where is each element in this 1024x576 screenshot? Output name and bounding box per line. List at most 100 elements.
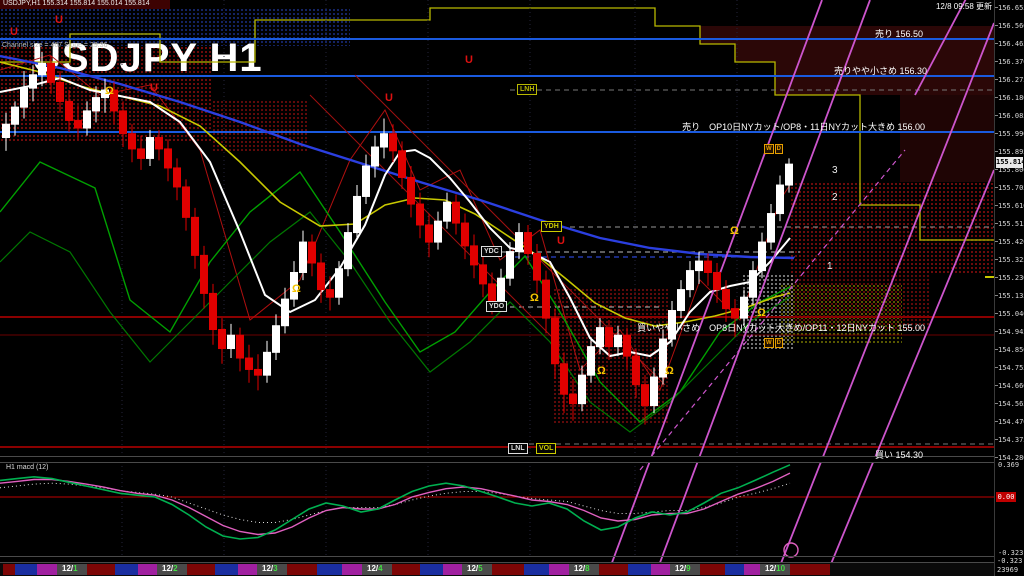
weekly-pivot-tag: W <box>764 144 774 154</box>
session-level-label[interactable]: LNL <box>508 443 528 454</box>
axis-tick-mark <box>995 277 998 278</box>
bull-candle <box>443 201 451 222</box>
wave-count-label[interactable]: 3 <box>832 165 838 176</box>
session-color-segment <box>392 564 420 575</box>
price-tick-label: 155.705 <box>998 184 1024 192</box>
bear-candle <box>326 289 334 298</box>
date-axis-label[interactable]: 12/5 <box>467 564 483 573</box>
axis-tick-mark <box>995 187 998 188</box>
session-level-label[interactable]: LNH <box>517 84 538 95</box>
macd-indicator-label: H1 macd (12) <box>6 464 49 471</box>
session-level-label[interactable]: YDH <box>541 221 562 232</box>
bear-candle <box>389 133 397 152</box>
price-tick-label: 156.560 <box>998 22 1024 30</box>
bear-candle <box>722 289 730 310</box>
wave-count-label[interactable]: 2 <box>832 192 838 203</box>
session-color-segment <box>3 564 15 575</box>
date-axis-label[interactable]: 12/3 <box>262 564 278 573</box>
price-tick-label: 156.085 <box>998 112 1024 120</box>
price-tick-label: 155.230 <box>998 274 1024 282</box>
session-color-segment <box>599 564 628 575</box>
price-tick-label: 155.990 <box>998 130 1024 138</box>
axis-tick-mark <box>995 25 998 26</box>
chart-canvas[interactable] <box>0 0 994 576</box>
axis-tick-mark <box>995 439 998 440</box>
axis-tick-mark <box>995 331 998 332</box>
session-color-segment <box>342 564 362 575</box>
bear-candle <box>308 241 316 264</box>
session-color-segment <box>569 564 599 575</box>
price-tick-label: 154.375 <box>998 436 1024 444</box>
axis-tick-mark <box>995 421 998 422</box>
ohlc-title-strip <box>0 0 170 9</box>
price-tick-label: 154.755 <box>998 364 1024 372</box>
pane-separator[interactable] <box>0 456 1024 463</box>
session-color-segment <box>37 564 57 575</box>
bull-candle <box>272 325 280 353</box>
session-color-segment <box>651 564 670 575</box>
price-tick-label: 155.040 <box>998 310 1024 318</box>
ascending-channel-line <box>914 0 967 96</box>
bull-candle <box>281 298 289 327</box>
buy-signal-marker-icon: Ω <box>105 85 114 97</box>
buy-signal-marker-icon: Ω <box>730 225 739 237</box>
price-tick-label: 155.420 <box>998 238 1024 246</box>
bull-candle <box>767 213 775 243</box>
price-axis[interactable]: 0.369 0.00 -0.323 156.655 156.560 156.465 1… <box>994 0 1024 576</box>
bull-candle <box>686 270 694 291</box>
bear-candle <box>470 245 478 266</box>
bear-candle <box>524 232 532 254</box>
bear-candle <box>137 148 145 159</box>
date-axis-label[interactable]: 12/10 <box>765 564 786 573</box>
date-axis-label[interactable]: 12/8 <box>574 564 590 573</box>
session-color-segment <box>287 564 317 575</box>
date-axis-label[interactable]: 12/2 <box>162 564 178 573</box>
order-level-annotation[interactable]: 売りやや小さめ 156.30 <box>833 66 927 76</box>
order-level-annotation[interactable]: 買い 154.30 <box>874 450 923 460</box>
date-axis-label[interactable]: 12/9 <box>675 564 691 573</box>
session-color-segment <box>187 564 215 575</box>
date-axis-label[interactable]: 12/4 <box>367 564 383 573</box>
session-level-label[interactable]: VOL <box>536 443 557 454</box>
macd-zero-box: 0.00 <box>996 492 1016 502</box>
bull-candle <box>434 220 442 243</box>
price-tick-label: 155.515 <box>998 220 1024 228</box>
session-level-label[interactable]: YDO <box>486 301 508 312</box>
axis-tick-mark <box>995 205 998 206</box>
session-color-segment <box>15 564 37 575</box>
price-tick-label: 154.280 <box>998 454 1024 462</box>
session-level-label[interactable]: YDC <box>481 246 502 257</box>
date-axis-label[interactable]: 12/1 <box>62 564 78 573</box>
timeline-separator <box>0 562 1024 563</box>
session-color-segment <box>317 564 342 575</box>
session-color-segment <box>420 564 443 575</box>
order-level-annotation[interactable]: 売り OP10日NYカット/OP8・11日NYカット大きめ 156.00 <box>682 122 925 132</box>
bear-candle <box>200 254 208 294</box>
session-color-segment <box>87 564 115 575</box>
buy-signal-marker-icon: Ω <box>530 292 539 304</box>
axis-tick-mark <box>995 133 998 134</box>
bear-candle <box>164 148 172 169</box>
bull-candle <box>506 251 514 279</box>
bull-candle <box>758 241 766 272</box>
pane-separator-bottom[interactable] <box>0 556 1024 557</box>
bear-candle <box>479 264 487 285</box>
time-axis[interactable]: 12/1 12/2 12/3 12/4 12/5 12/8 12/9 12/10 <box>0 563 994 576</box>
axis-tick-mark <box>995 259 998 260</box>
order-level-annotation[interactable]: 買いやや小さめ OP8日NYカット大きめ/OP11・12日NYカット 155.0… <box>637 323 925 333</box>
macd-scale-max: 0.369 <box>998 461 1020 469</box>
session-color-segment <box>57 564 87 575</box>
axis-tick-mark <box>995 457 998 458</box>
order-level-annotation[interactable]: 売り 156.50 <box>874 29 923 39</box>
bull-candle <box>371 146 379 167</box>
price-tick-label: 156.275 <box>998 76 1024 84</box>
bear-candle <box>173 167 181 188</box>
buy-signal-marker-icon: Ω <box>597 365 606 377</box>
axis-tick-mark <box>995 313 998 314</box>
price-tick-label: 154.850 <box>998 346 1024 354</box>
session-color-segment <box>524 564 549 575</box>
wave-count-label[interactable]: 1 <box>827 261 833 272</box>
